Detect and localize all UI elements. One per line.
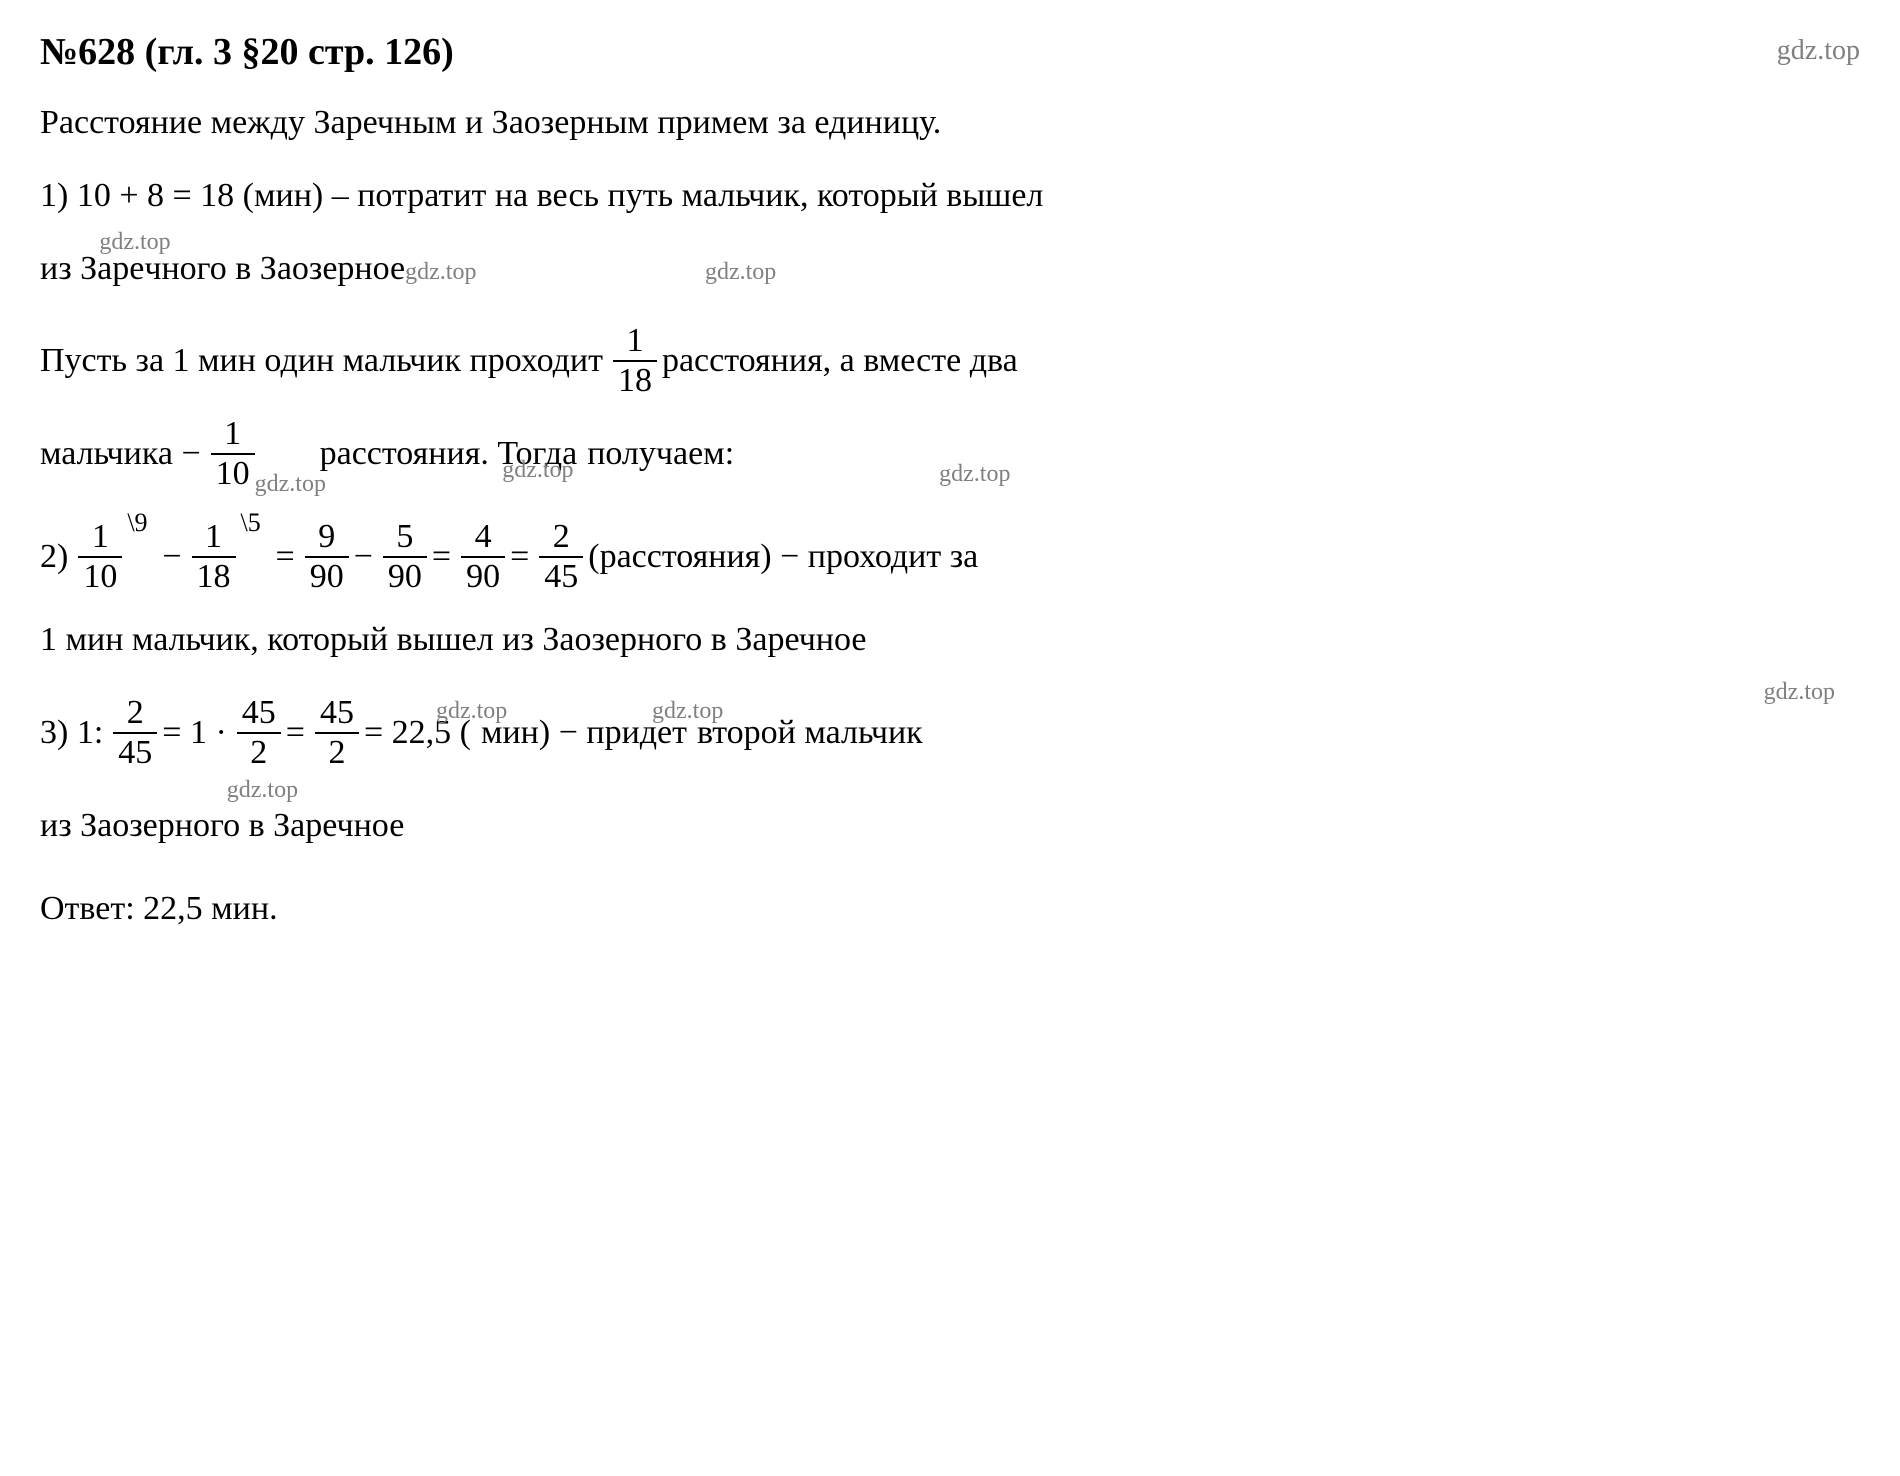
denominator: 10 [78,558,122,596]
denominator: 2 [237,734,281,772]
numerator: 9 [305,518,349,558]
denominator: 90 [383,558,427,596]
fraction: 45 2 gdz.top [237,694,281,772]
numerator: 2 [113,694,157,734]
minus-sign: − [162,538,181,576]
fraction: 45 2 [315,694,359,772]
denominator: 10 [211,455,255,493]
para2-line1: Пусть за 1 мин один мальчик проходит 1 1… [40,322,1860,400]
fraction: 1 18 [613,322,657,400]
numerator: 1 [78,518,122,558]
fraction: 2 45 [539,518,583,596]
numerator: 1 [613,322,657,362]
watermark-header: gdz.top [1777,35,1860,67]
watermark-inline: gdz.top [1764,679,1835,706]
step1-line2: из Зареgdz.topчного в Заозерноеgdz.top g… [40,240,1860,298]
watermark-inline: gdz.top [227,777,298,804]
step3-mid2: второй мальчик [697,714,923,752]
denominator: 45 [539,558,583,596]
para2-part1: Пусть за 1 мин один мальчик проходит [40,342,603,380]
step3-prefix: 3) 1: [40,714,103,752]
numerator: 1 [192,518,236,558]
equals-sign: = 1 · [162,714,227,752]
denominator: 90 [461,558,505,596]
fraction: 1 18 [192,518,236,596]
para2-part2: расстояния, а вместе два [662,342,1018,380]
step3-line2a: из Заозерного [40,807,240,844]
denominator: 45 [113,734,157,772]
fraction-with-sup: 1 18 \5 [187,518,241,596]
para2-line2a: мальчика − [40,435,201,473]
fraction: 5 90 [383,518,427,596]
para2-line2c: получаем: [587,435,734,473]
problem-title: №628 (гл. 3 §20 стр. 126) [40,30,454,74]
step1-line2-part2: чного в Заозерное [144,250,405,287]
numerator: 45 [237,694,281,734]
fraction: 4 90 [461,518,505,596]
denominator: 18 [613,362,657,400]
equals-sign: = [286,714,305,752]
step2-prefix: 2) [40,538,68,576]
equals-sign: = [510,538,529,576]
superscript: \5 [241,508,261,538]
numerator: 45 [315,694,359,734]
watermark-inline: gdz.top [99,222,170,263]
numerator: 1 [211,415,255,455]
denominator: 18 [192,558,236,596]
watermark-inline: gdz.top [939,461,1010,488]
header-row: №628 (гл. 3 §20 стр. 126) gdz.top [40,30,1860,74]
fraction-with-sup: 1 10 \9 [73,518,127,596]
watermark-inline: gdz.top [705,259,776,285]
step3-equation: 3) 1: 2 45 = 1 · 45 2 gdz.top = 45 2 = 2… [40,694,1860,772]
numerator: 2 [539,518,583,558]
watermark-inline: gdz.top [436,698,507,725]
para2-line2: мальчика − 1 10 gdz.top расстояния. Тогд… [40,415,1860,493]
watermark-inline: gdz.top [255,471,326,498]
step1-line1: 1) 10 + 8 = 18 (мин) – потратит на весь … [40,167,1860,225]
step3-line2: из Заозерного в Заречное [40,797,1860,855]
intro-text: Расстояние между Заречным и Заозерным пр… [40,94,1860,152]
fraction: 2 45 [113,694,157,772]
equals-sign: = [432,538,451,576]
answer: Ответ: 22,5 мин. [40,880,1860,938]
watermark-inline: gdz.top [502,457,573,484]
denominator: 2 [315,734,359,772]
fraction: 9 90 [305,518,349,596]
denominator: 90 [305,558,349,596]
superscript: \9 [127,508,147,538]
fraction: 1 10 gdz.top [211,415,255,493]
numerator: 5 [383,518,427,558]
fraction: 1 10 [78,518,122,596]
step2-suffix: (расстояния) − проходит за [588,538,978,576]
watermark-inline: gdz.top [652,698,723,725]
numerator: 4 [461,518,505,558]
equals-sign: = [276,538,295,576]
watermark-inline: gdz.top [405,259,476,285]
step2-line2: 1 мин мальчик, который вышел из Заозерно… [40,611,1860,669]
step2-equation: 2) 1 10 \9 − 1 18 \5 = 9 90 − 5 90 = 4 9… [40,518,1860,596]
step3-line2b: в Заречное [240,807,404,844]
minus-sign: − [354,538,373,576]
